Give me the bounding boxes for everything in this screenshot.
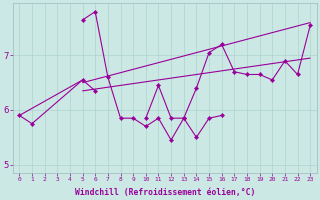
X-axis label: Windchill (Refroidissement éolien,°C): Windchill (Refroidissement éolien,°C) — [75, 188, 255, 197]
